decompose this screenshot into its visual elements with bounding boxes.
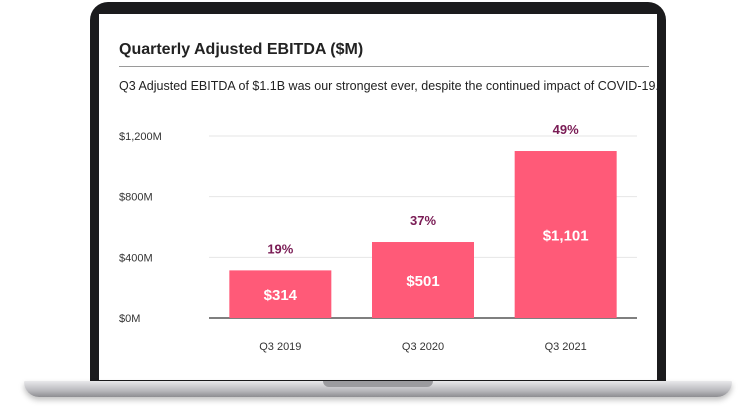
laptop-notch [323,381,433,387]
x-tick-label: Q3 2021 [545,341,587,353]
bar-chart: $0M $400M $800M $1,200M $314 19% Q3 2019 $501 37… [119,122,637,353]
laptop-base [24,381,732,397]
y-tick-label: $0M [119,313,140,325]
y-tick-label: $400M [119,252,153,264]
margin-label: 19% [267,241,293,256]
laptop-screen: Quarterly Adjusted EBITDA ($M) Q3 Adjust… [99,14,657,380]
title-divider [119,66,649,67]
x-tick-label: Q3 2020 [402,341,444,353]
bar-value-label: $314 [264,287,298,304]
bar-value-label: $1,101 [543,228,589,245]
margin-label: 49% [553,122,579,137]
bar [514,151,617,318]
bar [229,270,332,318]
x-tick-label: Q3 2019 [259,341,301,353]
y-tick-label: $800M [119,192,153,204]
margin-label: 37% [410,213,436,228]
chart-title: Quarterly Adjusted EBITDA ($M) [119,41,364,58]
bar-value-label: $501 [406,273,439,290]
chart-subtitle: Q3 Adjusted EBITDA of $1.1B was our stro… [119,79,657,93]
y-tick-label: $1,200M [119,131,162,143]
bar [372,242,474,318]
